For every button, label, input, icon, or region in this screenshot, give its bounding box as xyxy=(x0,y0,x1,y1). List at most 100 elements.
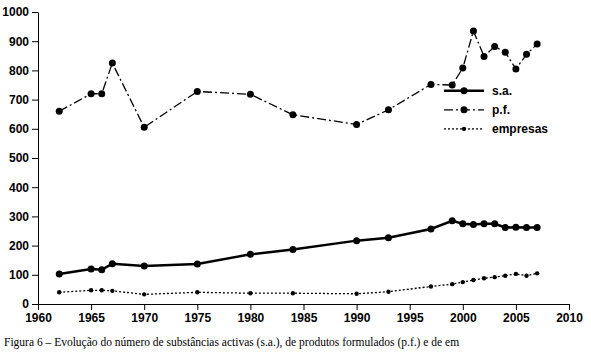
series-line xyxy=(59,221,537,274)
series-marker xyxy=(353,237,360,244)
series-marker xyxy=(247,91,254,98)
series-marker xyxy=(56,270,63,277)
series-marker xyxy=(194,88,201,95)
y-tick-label: 600 xyxy=(9,122,29,136)
y-tick-mark xyxy=(32,12,38,13)
series-marker xyxy=(56,108,63,115)
series-marker xyxy=(88,265,95,272)
x-tick-mark xyxy=(569,304,570,310)
y-tick-mark xyxy=(32,129,38,130)
x-tick: 2010 xyxy=(556,304,583,325)
x-tick-mark xyxy=(463,304,464,310)
series-marker xyxy=(449,82,456,89)
y-tick-label: 900 xyxy=(9,35,29,49)
series-marker xyxy=(109,260,116,267)
y-tick-label: 500 xyxy=(9,151,29,165)
x-tick: 2000 xyxy=(450,304,477,325)
y-tick: 100 xyxy=(9,268,38,282)
x-tick: 1985 xyxy=(291,304,318,325)
x-tick: 1980 xyxy=(238,304,265,325)
series-marker xyxy=(502,49,509,56)
series-marker xyxy=(491,43,498,50)
series-marker xyxy=(57,290,61,294)
x-tick: 1995 xyxy=(397,304,424,325)
series-marker xyxy=(110,289,114,293)
y-tick: 300 xyxy=(9,210,38,224)
x-tick-label: 1985 xyxy=(291,311,318,325)
series-marker xyxy=(491,220,498,227)
series-marker xyxy=(100,288,104,292)
series-marker xyxy=(481,220,488,227)
series-marker xyxy=(385,106,392,113)
y-tick: 0 xyxy=(22,297,38,311)
y-tick-mark xyxy=(32,100,38,101)
series-marker xyxy=(141,263,148,270)
series-marker xyxy=(503,273,507,277)
series-marker xyxy=(524,273,528,277)
x-tick-mark xyxy=(91,304,92,310)
series-marker xyxy=(88,90,95,97)
series-marker xyxy=(291,291,295,295)
x-tick-mark xyxy=(516,304,517,310)
y-tick: 700 xyxy=(9,93,38,107)
series-marker xyxy=(427,225,434,232)
y-tick-mark xyxy=(32,246,38,247)
series-marker xyxy=(141,124,148,131)
x-tick-mark xyxy=(38,304,39,310)
y-tick: 400 xyxy=(9,181,38,195)
x-tick-label: 1990 xyxy=(344,311,371,325)
legend-label: p.f. xyxy=(492,103,510,117)
series-marker xyxy=(512,224,519,231)
x-tick: 2005 xyxy=(503,304,530,325)
y-tick-label: 100 xyxy=(9,268,29,282)
series-marker xyxy=(523,51,530,58)
y-axis: 0 100 200 300 400 500 600 700 800 900 1000 xyxy=(2,5,38,311)
series-marker xyxy=(194,260,201,267)
series-marker xyxy=(534,224,541,231)
y-tick-label: 700 xyxy=(9,93,29,107)
x-tick: 1965 xyxy=(78,304,105,325)
x-tick-label: 1965 xyxy=(78,311,105,325)
series-marker xyxy=(502,224,509,231)
series-marker xyxy=(386,290,390,294)
legend: s.a.p.f.empresas xyxy=(444,84,548,136)
series-marker xyxy=(470,27,477,34)
series-marker xyxy=(429,284,433,288)
series-marker xyxy=(109,60,116,67)
x-tick-mark xyxy=(304,304,305,310)
x-tick-mark xyxy=(410,304,411,310)
plot: 1960196519701975198019851990199520002005… xyxy=(2,5,583,324)
series-marker xyxy=(459,220,466,227)
series-marker xyxy=(461,280,465,284)
y-tick-label: 0 xyxy=(22,297,29,311)
x-tick: 1970 xyxy=(131,304,158,325)
y-tick-mark xyxy=(32,70,38,71)
x-tick-label: 1995 xyxy=(397,311,424,325)
y-tick-label: 1000 xyxy=(2,5,29,19)
x-tick-label: 1980 xyxy=(238,311,265,325)
series-line xyxy=(59,31,537,127)
series-marker xyxy=(289,111,296,118)
y-tick: 1000 xyxy=(2,5,38,19)
y-tick-mark xyxy=(32,216,38,217)
y-tick-label: 800 xyxy=(9,64,29,78)
y-tick: 800 xyxy=(9,64,38,78)
x-tick: 1990 xyxy=(344,304,371,325)
x-tick-label: 1975 xyxy=(184,311,211,325)
x-tick-mark xyxy=(197,304,198,310)
y-tick: 200 xyxy=(9,239,38,253)
caption: Figura 6 – Evolução do número de substân… xyxy=(4,336,459,349)
series-marker xyxy=(142,292,146,296)
series-marker xyxy=(471,278,475,282)
series-marker xyxy=(354,292,358,296)
legend-marker xyxy=(461,106,468,113)
series-marker xyxy=(449,217,456,224)
chart: 1960196519701975198019851990199520002005… xyxy=(0,0,591,354)
x-tick-label: 2010 xyxy=(556,311,583,325)
x-tick-mark xyxy=(250,304,251,310)
x-tick-label: 1970 xyxy=(131,311,158,325)
series-marker xyxy=(512,65,519,72)
series-marker xyxy=(481,53,488,60)
series-marker xyxy=(98,90,105,97)
series-marker xyxy=(385,234,392,241)
